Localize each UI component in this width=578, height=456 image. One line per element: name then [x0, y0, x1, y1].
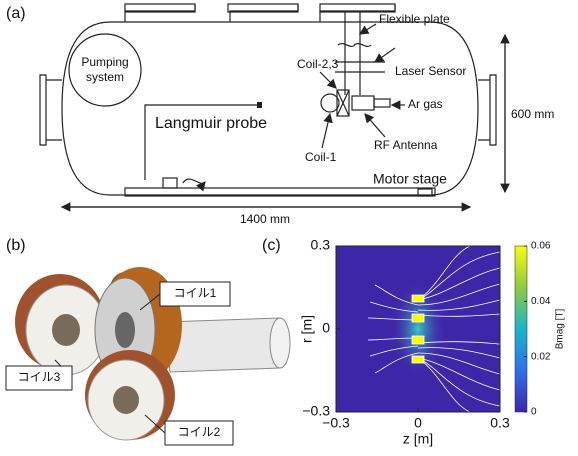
- y-tick-label: 0: [322, 320, 330, 336]
- rotation: [183, 179, 205, 183]
- side-flange: [40, 75, 62, 145]
- pointer: [365, 114, 385, 137]
- coil-23-label: Coil-2,3: [297, 57, 339, 71]
- coil-1-label: コイル1: [174, 286, 217, 300]
- flexible-plate-label: Flexible plate: [379, 12, 450, 26]
- antenna: [352, 96, 374, 110]
- colorbar-tick-label: 0.02: [531, 351, 551, 362]
- coil-2-label: コイル2: [178, 425, 221, 439]
- pointer: [360, 24, 376, 34]
- ar-gas-label: Ar gas: [408, 97, 443, 111]
- pointer: [320, 72, 336, 88]
- rf-antenna-label: RF Antenna: [374, 138, 438, 152]
- coil-1-hole: [115, 312, 135, 348]
- height-label: 600 mm: [511, 107, 554, 121]
- colorbar-tick-label: 0.06: [531, 241, 551, 252]
- figure: (a) Pumping system Langmuir probe Motor …: [0, 0, 578, 456]
- y-axis-label: r [m]: [299, 315, 315, 343]
- x-tick-label: 0.3: [490, 415, 510, 431]
- colorbar: [515, 246, 527, 412]
- panel-label: (b): [6, 237, 26, 254]
- width-label: 1400 mm: [240, 212, 290, 226]
- laser-sensor-label: Laser Sensor: [395, 64, 466, 78]
- pump-label: Pumping: [81, 55, 128, 69]
- carriage: [163, 178, 177, 188]
- panel-b: (b) コイル1 コイル3 コイル2: [6, 237, 290, 445]
- pointer: [322, 114, 330, 148]
- panel-label: (a): [6, 5, 26, 22]
- panel-a: (a) Pumping system Langmuir probe Motor …: [6, 4, 554, 226]
- flanges: [125, 5, 395, 22]
- pointer: [375, 48, 395, 62]
- plate-rods: [335, 12, 385, 95]
- tube-end: [270, 318, 290, 368]
- coil-2-hole: [113, 386, 139, 414]
- coil-3-label: コイル3: [18, 370, 61, 384]
- y-tick-label: 0.3: [311, 237, 331, 253]
- motor-label: Motor stage: [373, 171, 447, 187]
- panel-label: (c): [262, 237, 281, 254]
- gas-inlet: [374, 99, 390, 107]
- probe-tip: [257, 102, 262, 108]
- probe-label: Langmuir probe: [155, 115, 267, 132]
- coil-1-label: Coil-1: [305, 150, 337, 164]
- coil-3-hole: [52, 314, 80, 346]
- x-axis-label: z [m]: [403, 431, 433, 447]
- coil-1-shape: [321, 94, 339, 112]
- colorbar-tick-label: 0.04: [531, 296, 551, 307]
- x-tick-label: 0: [414, 415, 422, 431]
- side-flange: [478, 75, 496, 145]
- pump-label: system: [86, 70, 124, 84]
- rotation: [338, 44, 371, 47]
- colorbar-tick-label: 0: [531, 407, 537, 418]
- y-tick-label: −0.3: [302, 403, 330, 419]
- tube: [165, 318, 280, 372]
- colorbar-label: Bmag [T]: [555, 309, 566, 350]
